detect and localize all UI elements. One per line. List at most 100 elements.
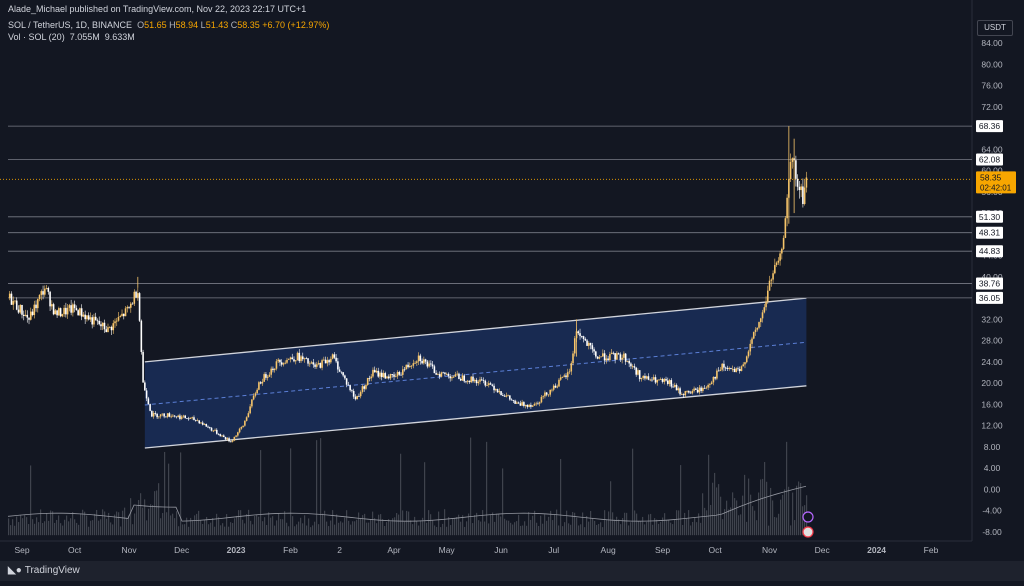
candle-body xyxy=(103,322,106,330)
volume-bar xyxy=(200,520,202,536)
candle-body xyxy=(472,376,474,382)
volume-bar xyxy=(452,518,454,536)
volume-bar xyxy=(612,512,614,536)
candle-body xyxy=(328,360,330,363)
volume-bar xyxy=(740,514,742,536)
candle-body xyxy=(498,391,501,393)
volume-label: Vol · SOL (20) xyxy=(8,32,65,42)
candle-body xyxy=(377,370,380,377)
volume-bar xyxy=(56,519,58,536)
volume-bar xyxy=(208,524,210,536)
volume-bar xyxy=(20,515,22,536)
candle-body xyxy=(552,385,555,390)
x-tick-label: May xyxy=(439,545,456,555)
y-tick-label: 60.00 xyxy=(981,166,1003,176)
volume-bar xyxy=(758,492,760,536)
candle-body xyxy=(133,291,136,304)
volume-bar xyxy=(794,520,796,536)
symbol-legend[interactable]: SOL / TetherUS, 1D, BINANCE O51.65 H58.9… xyxy=(8,20,329,30)
candle-body xyxy=(308,363,311,365)
candle-body xyxy=(303,358,306,360)
candle-body xyxy=(765,301,767,308)
candle-body xyxy=(26,314,29,318)
candle-body xyxy=(121,313,123,317)
candle-body xyxy=(442,372,444,374)
volume-bar xyxy=(458,514,460,536)
volume-bar xyxy=(82,509,84,536)
volume-bar xyxy=(560,459,562,536)
candle-body xyxy=(314,364,316,367)
candle-body xyxy=(509,395,511,400)
volume-bar xyxy=(614,519,616,536)
volume-bar xyxy=(688,510,690,536)
low-value: 51.43 xyxy=(205,20,229,30)
volume-bar xyxy=(138,500,140,536)
y-tick-label: 40.00 xyxy=(981,272,1003,282)
volume-bar xyxy=(154,491,156,536)
candle-body xyxy=(595,351,597,357)
volume-bar xyxy=(778,513,780,536)
volume-legend[interactable]: Vol · SOL (20) 7.055M 9.633M xyxy=(8,32,135,42)
x-tick-label: Jun xyxy=(494,545,508,555)
candle-body xyxy=(579,333,581,337)
candle-body xyxy=(688,391,690,393)
volume-bar xyxy=(330,520,332,536)
countdown-label: 02:42:01 xyxy=(980,183,1012,192)
candle-body xyxy=(389,374,392,379)
tradingview-brand[interactable]: ◣● TradingView xyxy=(8,565,80,576)
volume-bar xyxy=(768,525,770,536)
candle-body xyxy=(431,364,434,367)
volume-bar xyxy=(696,522,698,536)
volume-bar xyxy=(58,515,60,536)
volume-bar xyxy=(446,526,448,536)
volume-bar xyxy=(714,472,716,536)
volume-bar xyxy=(676,510,678,536)
candle-body xyxy=(454,374,457,377)
candle-body xyxy=(275,361,278,369)
candle-body xyxy=(375,370,378,373)
volume-bar xyxy=(800,483,802,536)
volume-bar xyxy=(320,438,322,536)
last-price-label: 58.35 xyxy=(980,172,1002,182)
volume-bar xyxy=(792,492,794,536)
candle-body xyxy=(35,304,37,309)
volume-bar xyxy=(194,515,196,536)
candle-body xyxy=(289,357,292,360)
candle-body xyxy=(723,363,725,368)
volume-bar xyxy=(396,513,398,536)
candle-body xyxy=(507,395,509,397)
candle-body xyxy=(87,315,90,320)
candle-body xyxy=(210,427,213,431)
volume-bar xyxy=(648,514,650,536)
candle-body xyxy=(647,376,650,380)
volume-bar xyxy=(656,519,658,536)
candle-body xyxy=(623,353,625,358)
volume-bar xyxy=(296,524,298,536)
candle-body xyxy=(491,384,494,386)
currency-unit-badge[interactable]: USDT xyxy=(977,20,1013,36)
candle-body xyxy=(666,380,669,384)
candle-body xyxy=(24,314,27,316)
volume-bar xyxy=(750,494,752,536)
candle-body xyxy=(268,374,271,377)
candle-body xyxy=(540,396,543,403)
volume-bar xyxy=(500,516,502,536)
volume-bar xyxy=(594,520,596,536)
candle-body xyxy=(94,316,97,321)
volume-bar xyxy=(572,511,574,536)
volume-bar xyxy=(124,507,126,536)
candle-body xyxy=(333,354,336,358)
candle-body xyxy=(244,420,246,426)
candle-body xyxy=(449,376,451,379)
volume-bar xyxy=(238,510,240,536)
candle-body xyxy=(396,371,399,377)
volume-bar xyxy=(478,520,480,536)
candle-body xyxy=(117,316,120,321)
x-tick-label: Feb xyxy=(924,545,939,555)
volume-bar xyxy=(608,511,610,536)
candle-body xyxy=(298,352,301,362)
candle-body xyxy=(19,304,22,313)
volume-bar xyxy=(764,462,766,536)
